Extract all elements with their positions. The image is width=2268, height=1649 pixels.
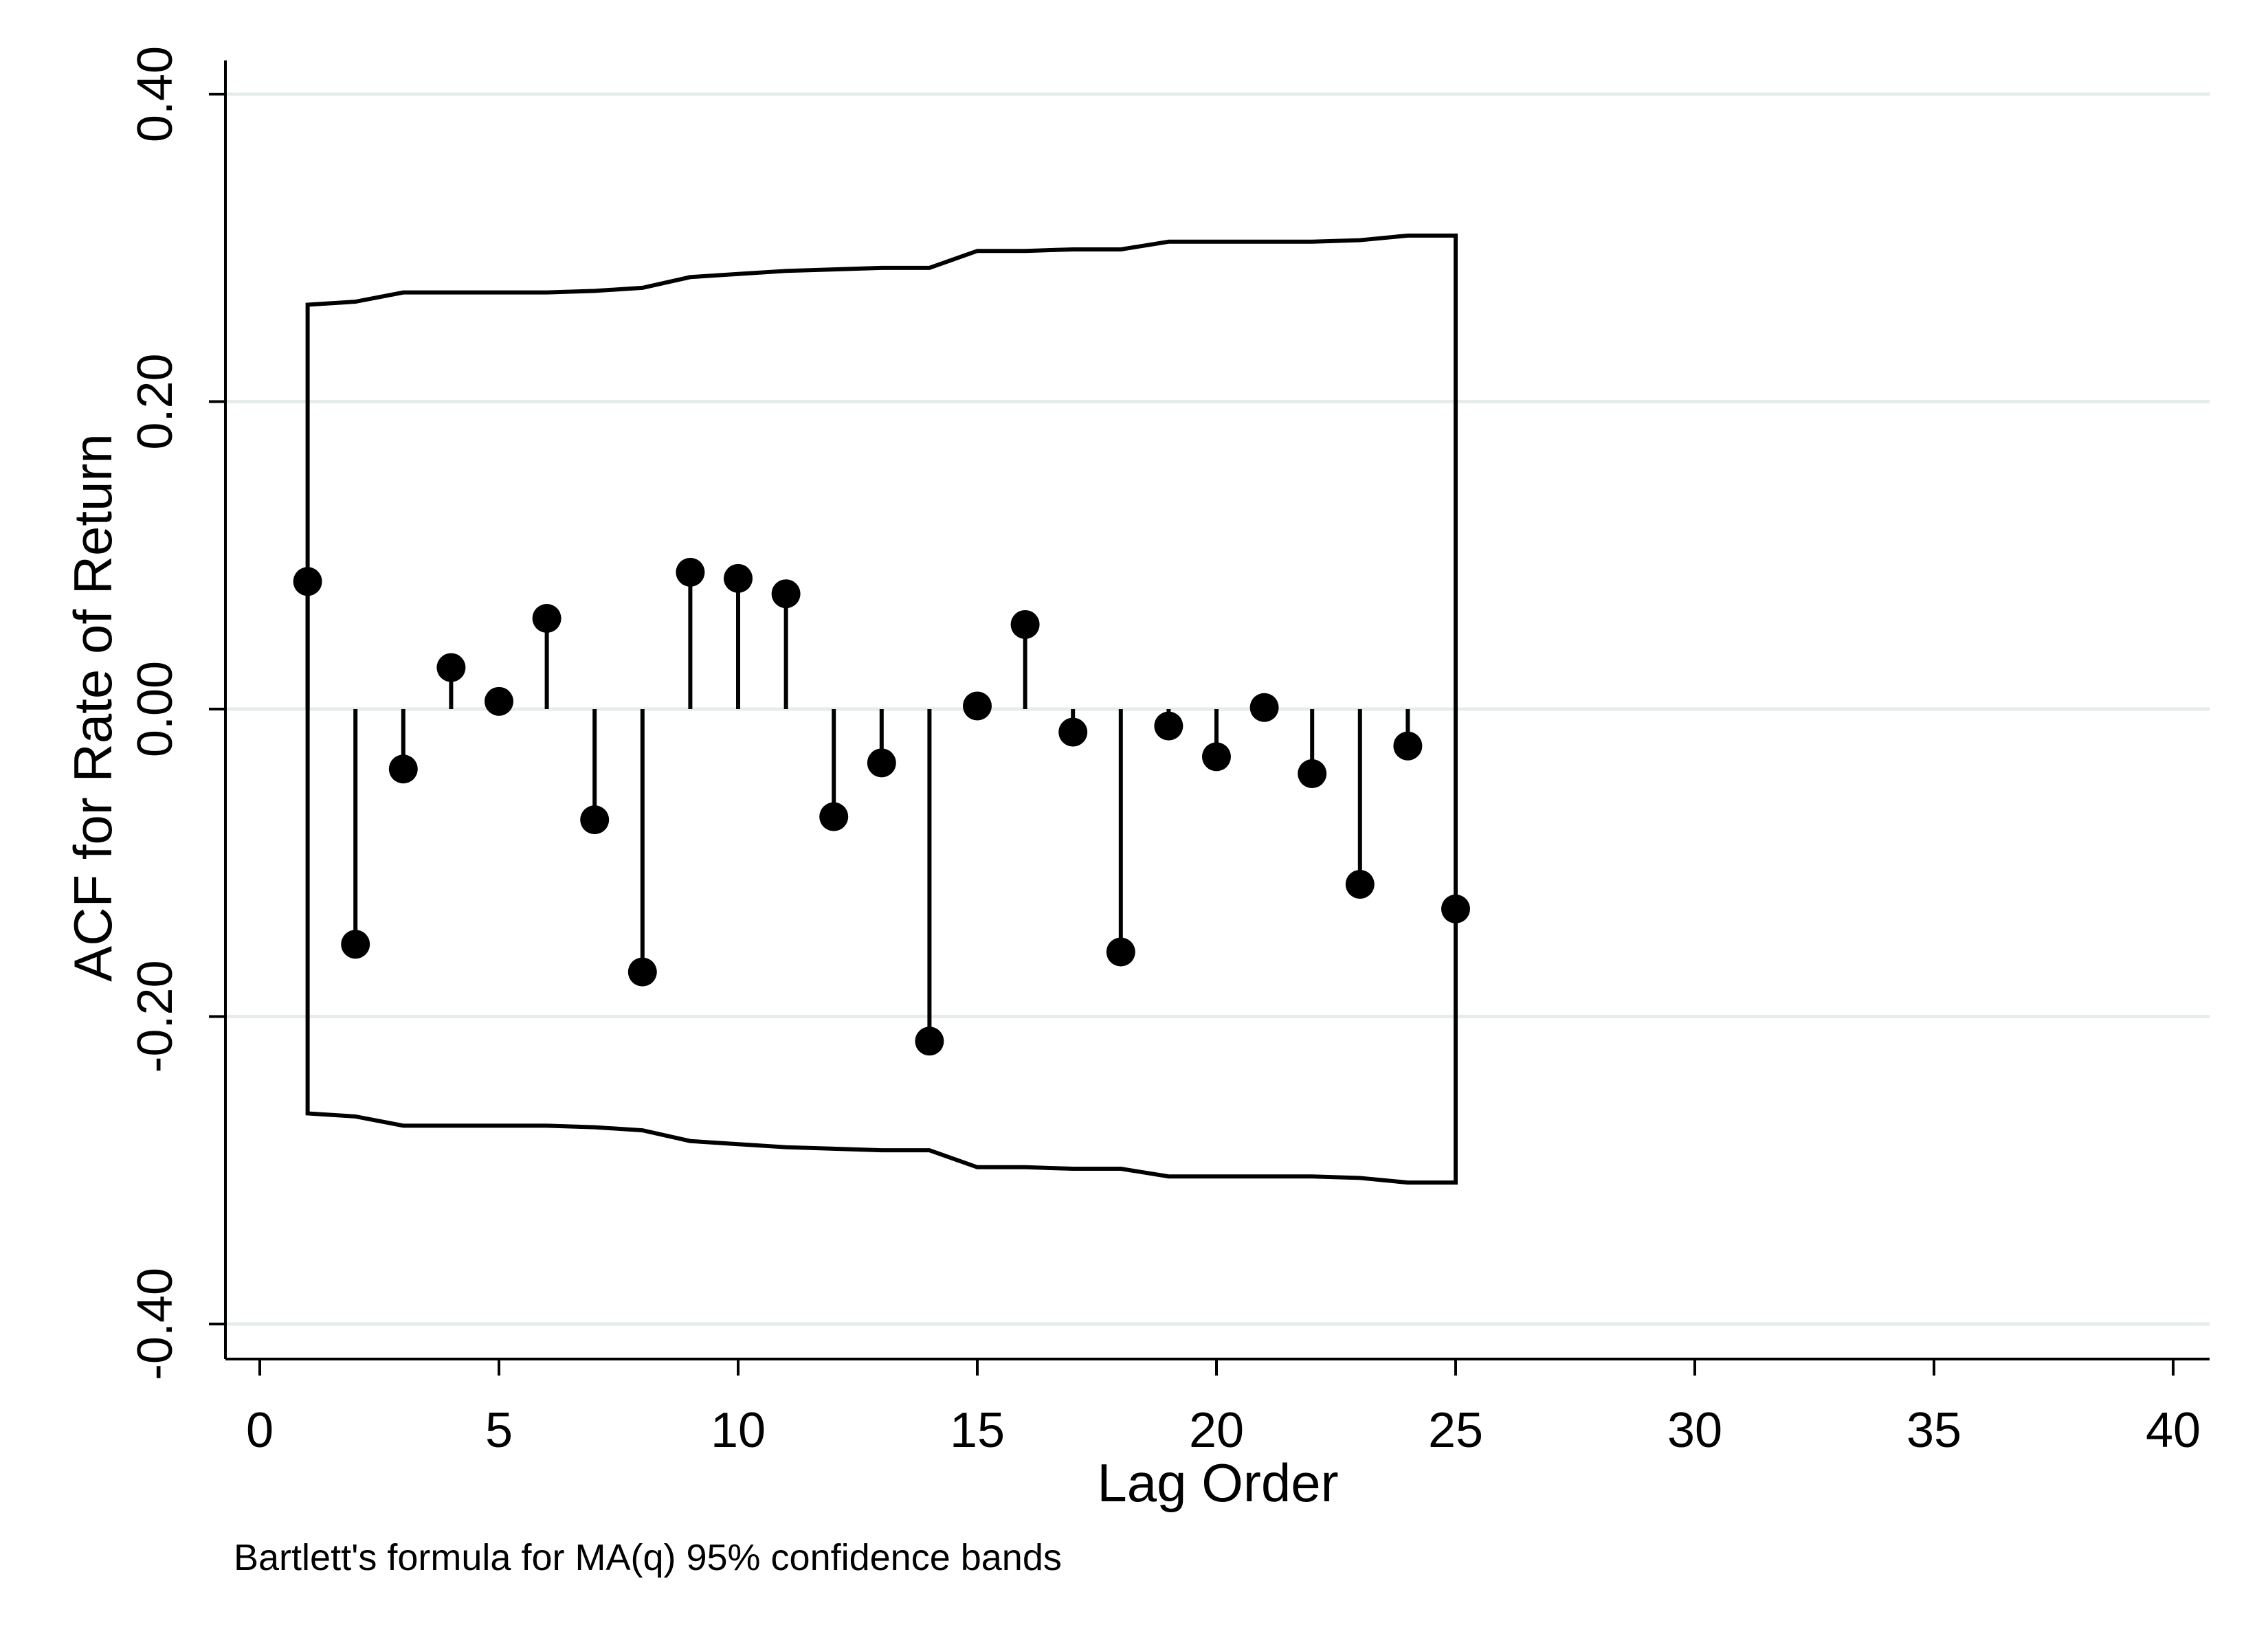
acf-point-lag-2 bbox=[341, 930, 370, 959]
axes bbox=[209, 60, 2210, 1376]
acf-point-lag-6 bbox=[532, 603, 562, 633]
x-tick-label-5: 25 bbox=[1428, 1403, 1483, 1458]
acf-point-lag-11 bbox=[771, 579, 801, 609]
acf-point-lag-23 bbox=[1345, 870, 1375, 899]
x-tick-label-8: 40 bbox=[2146, 1403, 2201, 1458]
acf-point-lag-25 bbox=[1441, 894, 1470, 923]
y-tick-label-4: 0.40 bbox=[128, 46, 183, 142]
acf-point-lag-18 bbox=[1106, 937, 1135, 967]
y-tick-label-0: -0.40 bbox=[128, 1268, 183, 1380]
x-tick-label-3: 15 bbox=[950, 1403, 1005, 1458]
confidence-band bbox=[305, 233, 1458, 1185]
acf-point-lag-4 bbox=[436, 653, 466, 682]
acf-point-lag-22 bbox=[1298, 759, 1327, 788]
x-tick-label-0: 0 bbox=[246, 1403, 274, 1458]
x-tick-label-4: 20 bbox=[1189, 1403, 1244, 1458]
x-tick-label-7: 35 bbox=[1906, 1403, 1961, 1458]
confidence-band-outline bbox=[305, 233, 1458, 1185]
acf-point-lag-17 bbox=[1058, 717, 1088, 747]
acf-point-lag-9 bbox=[676, 557, 705, 587]
acf-point-lag-20 bbox=[1202, 742, 1231, 772]
y-axis-title: ACF for Rate of Return bbox=[63, 434, 123, 982]
acf-point-lag-14 bbox=[915, 1027, 944, 1056]
x-tick-label-6: 30 bbox=[1667, 1403, 1722, 1458]
acf-point-lag-3 bbox=[388, 754, 418, 784]
acf-point-lag-21 bbox=[1249, 693, 1279, 722]
tick-labels: -0.40 -0.20 0.00 0.20 0.40 0 5 10 15 20 25 30 35 40 bbox=[128, 46, 2201, 1458]
acf-stems bbox=[293, 557, 1470, 1056]
acf-point-lag-13 bbox=[867, 748, 896, 778]
acf-point-lag-24 bbox=[1393, 731, 1423, 761]
acf-point-lag-7 bbox=[580, 805, 610, 835]
acf-point-lag-1 bbox=[293, 567, 322, 596]
x-tick-label-2: 10 bbox=[711, 1403, 766, 1458]
confidence-band-note: Bartlett's formula for MA(q) 95% confide… bbox=[234, 1537, 1062, 1578]
y-tick-label-3: 0.20 bbox=[128, 353, 183, 449]
acf-point-lag-10 bbox=[724, 563, 753, 593]
y-tick-label-1: -0.20 bbox=[128, 960, 183, 1073]
x-tick-label-1: 5 bbox=[485, 1403, 513, 1458]
acf-point-lag-12 bbox=[819, 802, 849, 831]
acf-point-lag-16 bbox=[1010, 609, 1040, 639]
acf-point-lag-15 bbox=[963, 691, 992, 721]
y-tick-label-2: 0.00 bbox=[128, 661, 183, 757]
acf-point-lag-19 bbox=[1154, 711, 1183, 741]
x-axis-title: Lag Order bbox=[1097, 1452, 1338, 1513]
acf-point-lag-8 bbox=[627, 957, 657, 987]
acf-point-lag-5 bbox=[485, 686, 513, 716]
